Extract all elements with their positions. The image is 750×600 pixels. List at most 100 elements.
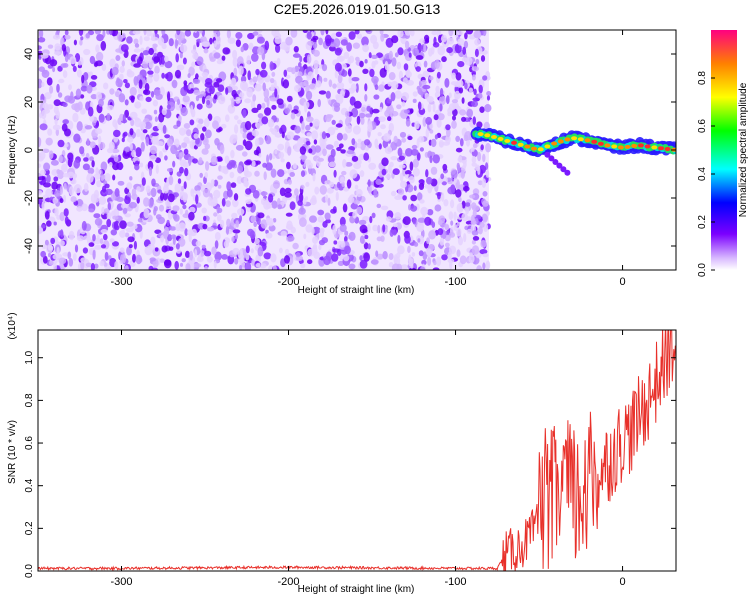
noise-cell [389,229,394,237]
noise-cell [398,70,403,81]
noise-cell [393,254,398,264]
noise-cell [109,58,116,68]
noise-cell [261,102,266,109]
noise-cell [53,221,57,226]
noise-cell [332,83,337,89]
noise-cell [38,59,41,66]
noise-cell [486,95,491,101]
noise-cell [192,78,201,84]
noise-cell [108,30,113,36]
noise-cell [56,246,60,257]
noise-cell [245,245,250,254]
noise-cell [257,212,265,219]
noise-cell [292,163,297,170]
noise-cell [105,188,113,196]
noise-cell [262,82,267,92]
noise-cell [168,246,174,251]
noise-cell [201,72,209,77]
noise-cell [111,210,116,218]
noise-cell [433,260,437,266]
noise-cell [428,48,433,57]
noise-cell [126,246,132,256]
noise-cell [170,144,178,155]
noise-cell [219,144,225,155]
noise-cell [183,84,190,91]
noise-cell [56,169,61,175]
ridge-peak [624,144,631,149]
noise-cell [229,171,235,179]
noise-cell [433,114,439,121]
noise-cell [211,246,217,255]
ridge-cell [556,162,563,169]
noise-cell [72,65,77,72]
noise-cell [133,38,139,45]
noise-cell [346,150,355,155]
noise-cell [340,149,347,154]
noise-cell [234,124,239,134]
colorbar-tick-label: 0.8 [697,71,708,85]
spectrogram-x-label: Height of straight line (km) [298,285,415,296]
noise-cell [411,252,416,257]
noise-cell [126,70,135,78]
noise-cell [116,32,124,42]
noise-cell [162,124,167,134]
noise-cell [392,223,398,228]
noise-cell [376,203,382,209]
noise-cell [364,94,368,102]
noise-cell [351,77,360,82]
noise-cell [152,43,158,48]
noise-cell [353,200,360,205]
noise-cell [48,252,51,258]
noise-cell [273,188,278,194]
noise-cell [237,56,244,66]
noise-cell [410,205,418,212]
noise-cell [133,48,141,53]
noise-cell [352,125,361,135]
noise-cell [40,250,46,258]
noise-cell [81,220,87,231]
noise-cell [191,228,198,236]
noise-cell [41,109,47,120]
noise-cell [235,96,241,104]
noise-cell [404,234,411,244]
noise-cell [434,59,440,69]
noise-cell [292,242,299,250]
noise-cell [169,226,177,231]
noise-cell [79,39,83,46]
noise-cell [458,196,462,203]
noise-cell [399,172,404,182]
noise-cell [73,39,77,46]
noise-cell [78,60,82,66]
noise-cell [164,60,173,69]
noise-cell [177,115,182,122]
noise-cell [166,138,173,147]
noise-cell [157,123,165,130]
noise-cell [438,215,446,224]
noise-cell [106,218,112,228]
noise-cell [201,96,206,105]
noise-cell [144,121,152,130]
noise-cell [189,206,196,213]
noise-cell [50,159,59,166]
y-tick-label: 0.8 [24,393,35,407]
noise-cell [293,144,298,151]
noise-cell [331,119,336,125]
noise-cell [274,88,278,98]
noise-cell [125,146,131,153]
noise-cell [333,240,338,245]
noise-cell [58,78,65,84]
noise-cell [452,108,458,117]
noise-cell [454,43,462,54]
noise-cell [119,73,124,80]
noise-cell [131,149,137,158]
noise-cell [170,234,177,239]
noise-cell [179,44,188,53]
noise-cell [390,156,398,161]
noise-cell [118,93,126,103]
noise-cell [235,144,244,151]
noise-cell [426,176,433,185]
noise-cell [280,158,285,163]
noise-cell [425,169,429,178]
noise-cell [325,114,334,119]
noise-cell [143,208,150,219]
